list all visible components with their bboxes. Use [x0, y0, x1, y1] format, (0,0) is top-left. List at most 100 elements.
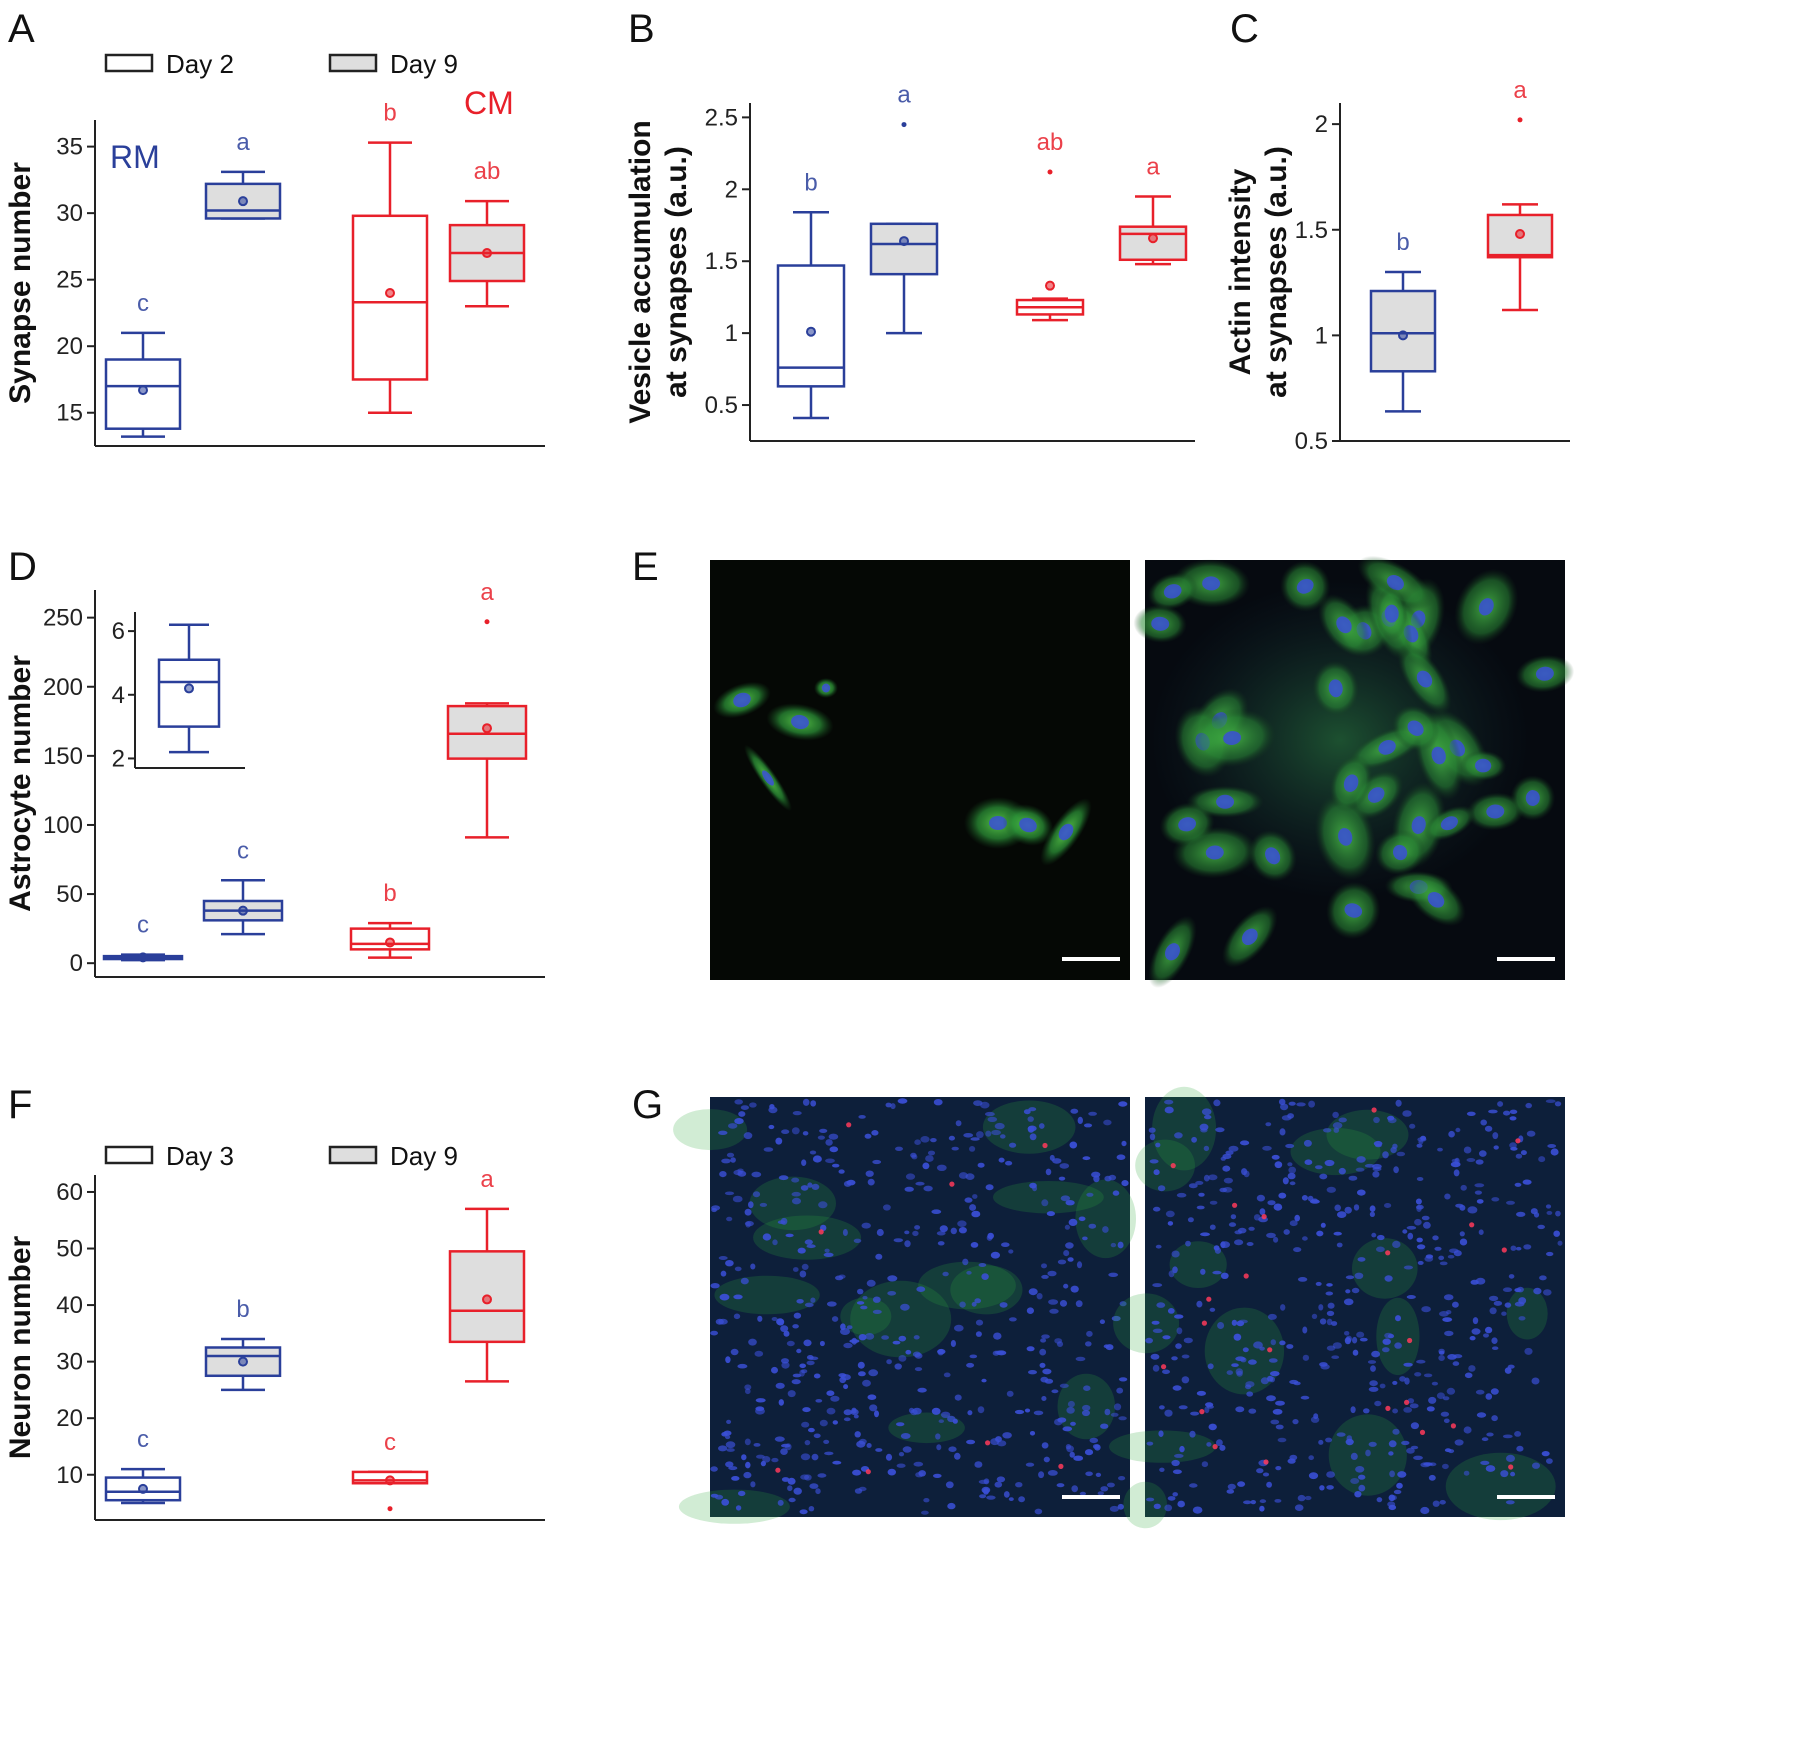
y-axis-title: Neuron number [4, 1236, 37, 1460]
nucleus [1467, 1206, 1478, 1214]
nucleus [937, 1241, 945, 1246]
nucleus [815, 1488, 821, 1495]
nucleus [738, 1490, 746, 1497]
nucleus [1086, 1192, 1094, 1197]
nucleus [791, 1191, 801, 1197]
nucleus [811, 1453, 819, 1461]
nucleus [1241, 1168, 1248, 1176]
nucleus [1005, 1160, 1013, 1166]
significance-letter: ab [474, 158, 501, 185]
significance-letter: a [1513, 77, 1527, 104]
box-rm-day-9: b [204, 1296, 282, 1392]
nucleus [1267, 1200, 1276, 1206]
nucleus [730, 1348, 739, 1356]
nucleus [904, 1240, 911, 1248]
y-axis-title: at synapses (a.u.) [1260, 146, 1293, 398]
nucleus [813, 1373, 821, 1379]
panel-label-g: G [632, 1083, 663, 1127]
nucleus [950, 1340, 957, 1347]
nucleus [1279, 1128, 1286, 1136]
mean-point [806, 326, 816, 337]
nucleus [975, 1319, 984, 1326]
nucleus [1392, 1143, 1398, 1150]
nucleus [1320, 1222, 1326, 1228]
box-rm-day-2: c [104, 290, 182, 438]
nucleus [966, 1439, 976, 1445]
nucleus [854, 1431, 861, 1438]
nucleus [745, 1388, 751, 1395]
nucleus [1447, 1354, 1457, 1360]
nucleus [1338, 1167, 1346, 1175]
nucleus [1235, 1368, 1244, 1376]
nucleus [1271, 1154, 1280, 1160]
nucleus [1302, 1354, 1310, 1361]
nucleus [1237, 1227, 1247, 1234]
nucleus [1110, 1242, 1117, 1248]
nucleus [1500, 1470, 1509, 1478]
nucleus [1273, 1203, 1283, 1211]
nucleus [914, 1367, 923, 1372]
nucleus [1262, 1145, 1272, 1151]
nucleus [1447, 1254, 1455, 1259]
nucleus [1222, 1153, 1232, 1160]
nucleus [1377, 1234, 1385, 1241]
nucleus [719, 1171, 727, 1178]
nucleus [1468, 1365, 1476, 1372]
nucleus [1082, 1156, 1091, 1161]
nucleus [743, 1471, 752, 1479]
nucleus [1009, 1317, 1017, 1322]
nucleus [991, 1129, 1001, 1136]
astrocyte-cell [1002, 804, 1054, 846]
nucleus [1043, 1456, 1050, 1463]
nucleus [1150, 1353, 1160, 1360]
nucleus [1153, 1206, 1161, 1212]
nucleus [1439, 1500, 1446, 1505]
nucleus [1259, 1505, 1265, 1512]
astrocyte-cell [1148, 915, 1197, 988]
nucleus [1289, 1220, 1298, 1227]
nucleus [738, 1111, 746, 1117]
nucleus [781, 1129, 790, 1134]
nucleus [1178, 1405, 1188, 1410]
gfap-haze [1135, 1139, 1195, 1192]
nucleus [996, 1440, 1007, 1447]
nucleus [825, 1158, 835, 1164]
nucleus [1268, 1358, 1278, 1363]
nucleus [1480, 1460, 1490, 1465]
chart-neuron-number: 10 20 30 40 50 60 Neuron number c b c a [4, 1166, 545, 1521]
nucleus [1235, 1406, 1245, 1413]
y-tick-label: 2.5 [705, 104, 738, 131]
nucleus [726, 1448, 735, 1452]
nucleus [1164, 1409, 1173, 1417]
nucleus [843, 1417, 851, 1422]
nucleus [1018, 1496, 1025, 1503]
nucleus [1212, 1270, 1222, 1275]
astrocyte-cell [1329, 754, 1373, 812]
nucleus [996, 1476, 1006, 1483]
nucleus [781, 1358, 789, 1364]
nucleus [1491, 1415, 1498, 1422]
nucleus [737, 1168, 744, 1173]
nucleus [1478, 1229, 1484, 1235]
nucleus [1293, 1247, 1302, 1253]
panel-label-d: D [8, 545, 37, 589]
significance-letter: b [1396, 229, 1409, 256]
nucleus [780, 1325, 789, 1333]
nucleus [1319, 1485, 1325, 1491]
gfap-haze [753, 1215, 862, 1260]
y-axis-title: Synapse number [4, 162, 37, 404]
nucleus [718, 1445, 728, 1452]
nucleus [1172, 1469, 1182, 1475]
nucleus [1009, 1142, 1017, 1148]
nucleus [823, 1439, 830, 1444]
astrocyte-cell [1312, 660, 1359, 716]
nucleus [1219, 1187, 1227, 1193]
nucleus [1326, 1485, 1334, 1490]
box-cm-day-9: a [446, 579, 528, 839]
mean-point [1515, 228, 1525, 239]
astrocyte-nucleus [1367, 787, 1385, 803]
nucleus [1423, 1221, 1431, 1229]
nucleus [1189, 1483, 1198, 1488]
nucleus [725, 1461, 734, 1468]
nucleus [1266, 1232, 1276, 1238]
